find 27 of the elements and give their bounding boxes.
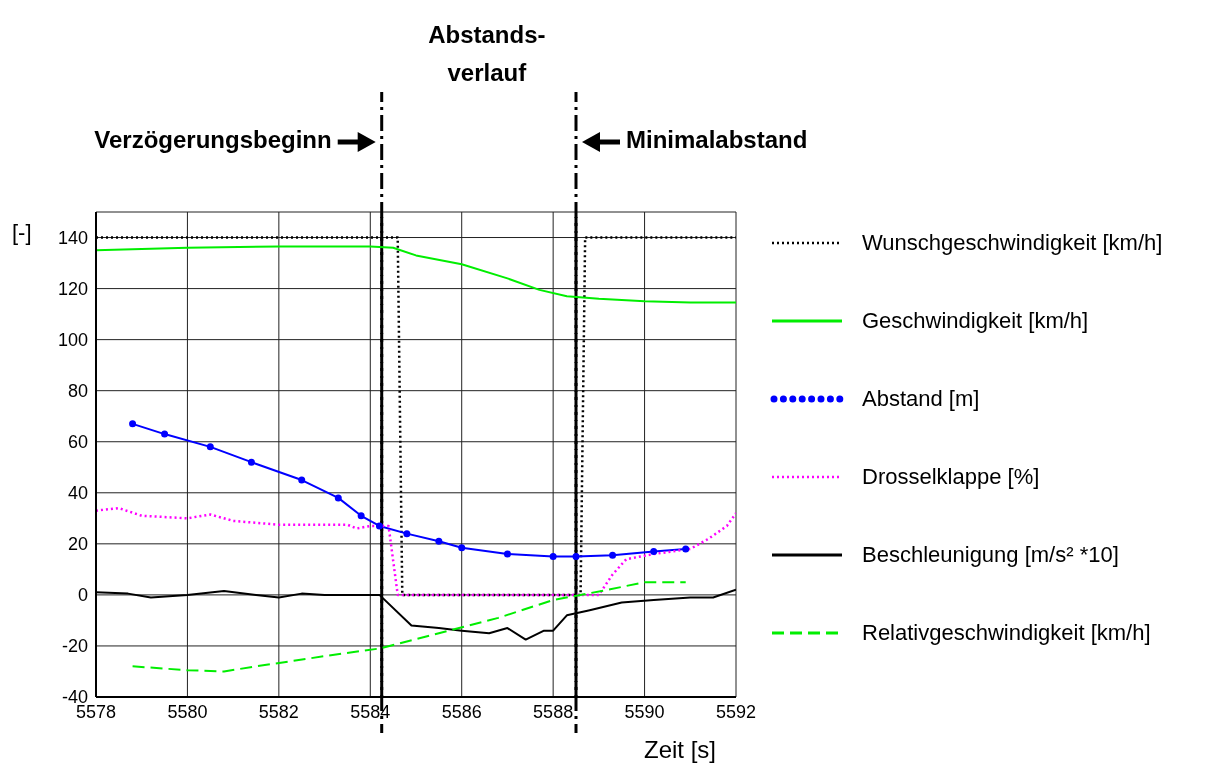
ref-line-label: Minimalabstand [626, 126, 808, 154]
y-axis-title: [-] [12, 220, 32, 246]
y-tick-label: -20 [61, 636, 88, 657]
y-tick-label: 40 [67, 483, 88, 504]
x-tick-label: 5582 [258, 701, 299, 722]
legend-label: Wunschgeschwindigkeit [km/h] [862, 230, 1163, 256]
x-tick-label: 5584 [350, 701, 391, 722]
y-tick-label: 0 [77, 585, 88, 606]
y-tick-label: 120 [57, 278, 88, 299]
legend-label: Relativgeschwindigkeit [km/h] [862, 620, 1151, 646]
y-tick-label: 20 [67, 534, 88, 555]
x-tick-label: 5586 [441, 701, 482, 722]
x-tick-label: 5580 [167, 701, 208, 722]
x-tick-label: 5590 [624, 701, 665, 722]
legend-label: Abstand [m] [862, 386, 980, 412]
ref-line-label: Verzögerungsbeginn [94, 126, 332, 154]
x-tick-label: 5592 [715, 701, 757, 722]
legend-label: Geschwindigkeit [km/h] [862, 308, 1089, 334]
legend-label: Drosselklappe [%] [862, 464, 1040, 490]
text: Abstands- verlauf [427, 20, 547, 88]
y-tick-label: 100 [57, 330, 88, 351]
y-tick-label: 80 [67, 381, 88, 402]
legend-label: Beschleunigung [m/s² *10] [862, 542, 1119, 568]
y-tick-label: 60 [67, 432, 88, 453]
y-tick-label: 140 [57, 227, 88, 248]
x-axis-title: Zeit [s] [644, 736, 717, 764]
x-tick-label: 5588 [533, 701, 574, 722]
